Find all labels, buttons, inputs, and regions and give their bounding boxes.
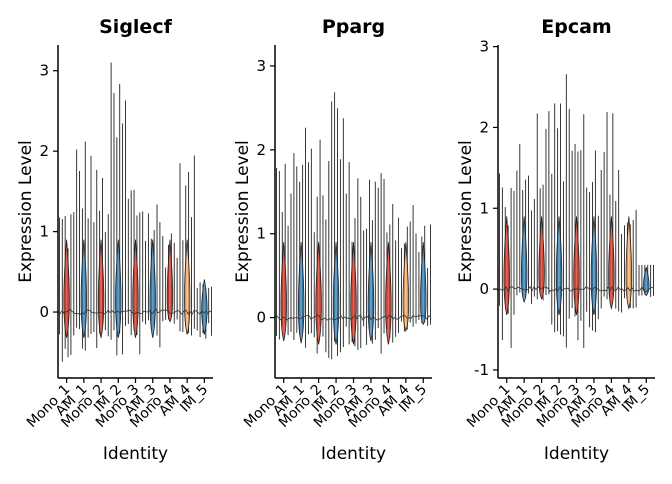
violin-im-5 — [638, 264, 654, 297]
x-axis-title: Identity — [103, 444, 168, 464]
panel-siglecf: Siglecf0123Mono_1AM_1Mono_2IM_2Mono_3AM_… — [16, 16, 213, 464]
violin-mono-4 — [380, 173, 397, 354]
violin-body — [608, 216, 615, 310]
y-tick-label: 1 — [39, 223, 49, 241]
violin-im-2 — [551, 74, 567, 348]
violin-body — [280, 242, 287, 342]
violin-body — [315, 242, 322, 345]
chart-title: Siglecf — [99, 16, 172, 38]
y-tick-label: 3 — [479, 38, 489, 56]
violin-body — [115, 239, 122, 338]
violin-mono-2 — [533, 111, 550, 301]
violin-mono-4 — [162, 233, 178, 324]
violin-body — [97, 239, 105, 338]
chart-title: Epcam — [541, 16, 611, 38]
y-tick-label: 2 — [39, 142, 49, 160]
violin-am-1 — [293, 127, 309, 348]
violin-im-5 — [415, 224, 431, 326]
violin-mono-3 — [568, 108, 585, 348]
violin-body — [367, 242, 375, 342]
y-tick-label: 2 — [256, 141, 266, 159]
violin-body — [201, 279, 208, 335]
y-tick-label: 1 — [479, 199, 489, 217]
y-tick-label: -1 — [474, 361, 489, 379]
violin-am-1 — [76, 141, 92, 351]
violin-body — [149, 239, 156, 338]
violin-im-2 — [328, 92, 344, 360]
violin-body — [402, 242, 410, 333]
x-axis-title: Identity — [544, 444, 609, 464]
y-tick-label: 3 — [256, 57, 266, 75]
violin-body — [625, 216, 633, 310]
y-axis-title: Expression Level — [233, 140, 253, 283]
chart-title: Pparg — [322, 16, 385, 38]
violin-body — [385, 242, 392, 345]
violin-am-1 — [516, 144, 532, 304]
violin-body — [80, 239, 87, 338]
violin-body — [590, 216, 598, 316]
violin-mono-4 — [603, 112, 620, 312]
violin-body — [297, 242, 305, 344]
y-axis-title: Expression Level — [456, 140, 476, 283]
violin-body — [520, 216, 528, 304]
violin-body — [166, 239, 174, 323]
panel-pparg: Pparg0123Mono_1AM_1Mono_2IM_2Mono_3AM_3M… — [233, 16, 432, 464]
violin-body — [332, 242, 340, 345]
zero-density-line — [57, 309, 213, 316]
violin-im-5 — [196, 279, 213, 339]
zero-density-line — [497, 285, 654, 293]
violin-mono-1 — [499, 173, 515, 348]
violin-body — [573, 216, 580, 316]
y-tick-label: 0 — [256, 309, 266, 327]
zero-density-line — [274, 314, 432, 321]
violin-body — [420, 242, 427, 325]
y-tick-label: 0 — [39, 303, 49, 321]
violin-mono-2 — [310, 139, 327, 354]
y-tick-label: 3 — [39, 62, 49, 80]
violin-body — [63, 239, 70, 338]
y-tick-label: 2 — [479, 118, 489, 136]
violin-mono-3 — [127, 189, 144, 355]
y-tick-label: 0 — [479, 280, 489, 298]
violin-body — [503, 216, 510, 316]
violin-body — [350, 242, 357, 345]
violin-mono-3 — [345, 162, 362, 350]
violin-am-3 — [145, 204, 161, 348]
violin-body — [643, 267, 650, 297]
violin-body — [555, 216, 563, 316]
y-tick-label: 1 — [256, 225, 266, 243]
violin-mono-1 — [276, 163, 292, 342]
violin-body — [184, 239, 191, 335]
y-axis-title: Expression Level — [16, 140, 36, 283]
violin-am-4 — [398, 204, 414, 334]
violin-mono-1 — [58, 212, 75, 362]
panel-epcam: Epcam-10123Mono_1AM_1Mono_2IM_2Mono_3AM_… — [456, 16, 655, 464]
violin-body — [132, 239, 139, 338]
violin-mono-2 — [93, 169, 109, 349]
violin-im-2 — [110, 62, 126, 356]
x-axis-title: Identity — [321, 444, 386, 464]
violin-body — [538, 216, 545, 300]
violin-am-4 — [179, 155, 195, 336]
violin-am-4 — [621, 209, 637, 313]
violin-am-3 — [586, 150, 602, 333]
